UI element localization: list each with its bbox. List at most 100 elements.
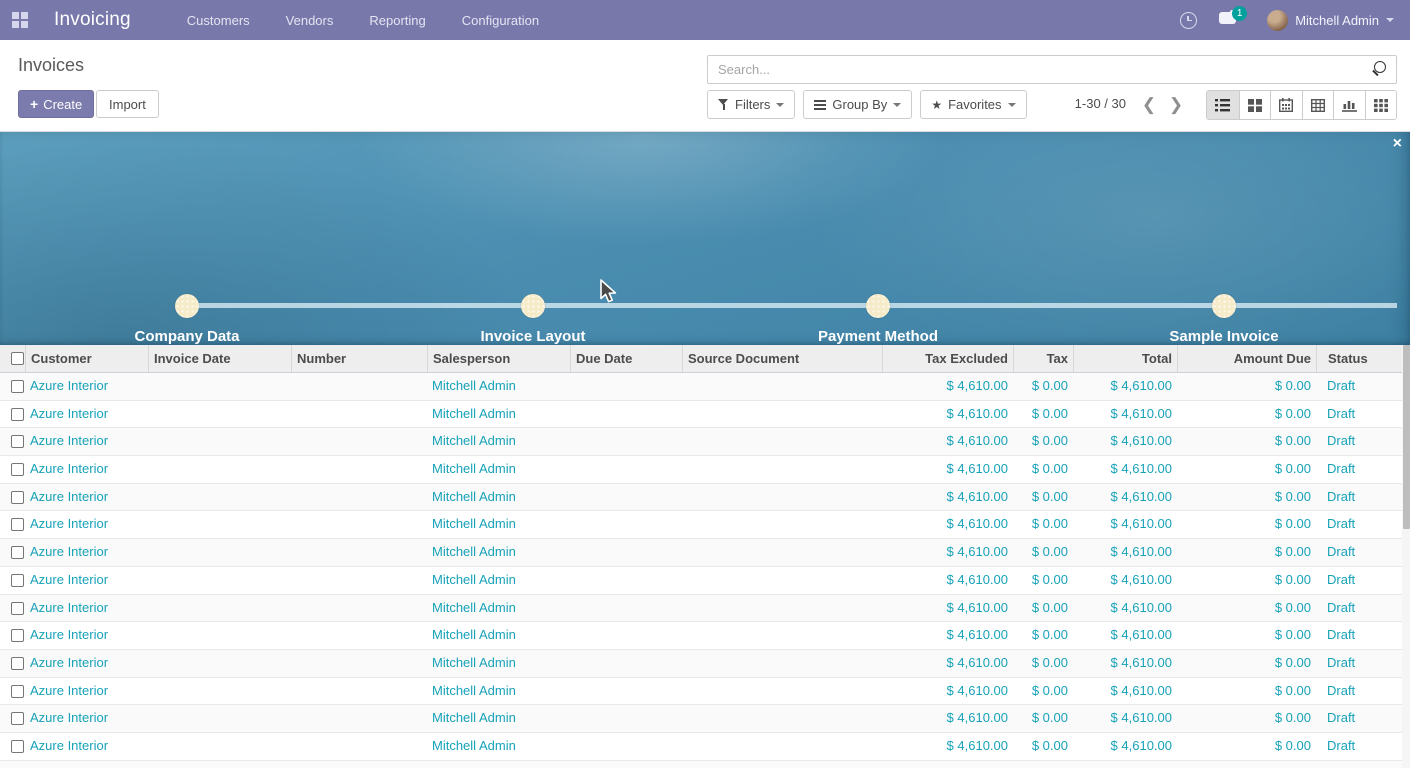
cell-invoice-date[interactable] <box>148 567 291 594</box>
cell-salesperson[interactable]: Mitchell Admin <box>432 433 516 449</box>
cell-status[interactable]: Draft <box>1327 378 1356 393</box>
cell-source-document[interactable] <box>682 484 882 511</box>
cell-amount-due[interactable]: $ 0.00 <box>1274 488 1311 504</box>
cell-salesperson[interactable]: Mitchell Admin <box>432 654 516 670</box>
cell-salesperson[interactable]: Mitchell Admin <box>432 599 516 615</box>
cell-tax[interactable]: $ 0.00 <box>1013 761 1073 768</box>
cell-source-document[interactable] <box>682 567 882 594</box>
cell-total[interactable]: $ 4,610.00 <box>1110 544 1172 560</box>
cell-status[interactable]: Draft <box>1327 737 1356 753</box>
column-header-customer[interactable]: Customer <box>25 345 148 372</box>
cell-due-date[interactable] <box>570 373 682 400</box>
cell-source-document[interactable] <box>682 678 882 705</box>
cell-due-date[interactable] <box>570 428 682 455</box>
cell-tax[interactable]: $ 0.00 <box>1031 433 1068 449</box>
cell-tax[interactable]: $ 0.00 <box>1031 516 1068 532</box>
cell-tax[interactable]: $ 0.00 <box>1031 544 1068 560</box>
cell-status[interactable]: Draft <box>1316 761 1402 768</box>
cell-source-document[interactable] <box>682 456 882 483</box>
apps-menu-icon[interactable] <box>0 0 40 40</box>
table-row[interactable]: Azure Interior Mitchell Admin $ 4,610.00… <box>0 760 1402 768</box>
import-button[interactable]: Import <box>96 90 159 118</box>
column-header-amount-due[interactable]: Amount Due <box>1177 345 1316 372</box>
column-header-total[interactable]: Total <box>1073 345 1177 372</box>
cell-amount-due[interactable]: $ 0.00 <box>1177 761 1316 768</box>
scrollbar-thumb[interactable] <box>1402 345 1410 529</box>
menu-reporting[interactable]: Reporting <box>369 12 426 28</box>
row-checkbox[interactable] <box>11 490 24 504</box>
column-header-number[interactable]: Number <box>291 345 427 372</box>
cell-source-document[interactable] <box>682 428 882 455</box>
cell-amount-due[interactable]: $ 0.00 <box>1274 461 1311 477</box>
cell-customer[interactable]: Azure Interior <box>30 682 109 698</box>
cell-invoice-date[interactable] <box>148 373 291 400</box>
cell-tax[interactable]: $ 0.00 <box>1031 654 1068 670</box>
cell-customer[interactable]: Azure Interior <box>30 461 109 477</box>
cell-total[interactable]: $ 4,610.00 <box>1110 654 1172 670</box>
cell-salesperson[interactable]: Mitchell Admin <box>432 544 516 560</box>
cell-total[interactable]: $ 4,610.00 <box>1110 627 1172 643</box>
column-header-status[interactable]: Status <box>1316 345 1402 372</box>
cell-invoice-date[interactable] <box>148 456 291 483</box>
cell-amount-due[interactable]: $ 0.00 <box>1274 654 1311 670</box>
cell-number[interactable] <box>291 705 427 732</box>
cell-source-document[interactable] <box>682 595 882 622</box>
cell-source-document[interactable] <box>682 401 882 428</box>
scrollbar-track[interactable] <box>1402 345 1410 768</box>
cell-invoice-date[interactable] <box>148 511 291 538</box>
cell-number[interactable] <box>291 595 427 622</box>
cell-total[interactable]: $ 4,610.00 <box>1110 488 1172 504</box>
pager-previous-button[interactable]: ❮ <box>1141 94 1157 114</box>
cell-due-date[interactable] <box>570 484 682 511</box>
cell-total[interactable]: $ 4,610.00 <box>1110 599 1172 615</box>
row-checkbox[interactable] <box>11 435 24 449</box>
graph-view-button[interactable] <box>1333 91 1365 119</box>
cell-source-document[interactable] <box>682 705 882 732</box>
cell-amount-due[interactable]: $ 0.00 <box>1274 737 1311 753</box>
cell-number[interactable] <box>291 567 427 594</box>
table-row[interactable]: Azure Interior Mitchell Admin $ 4,610.00… <box>0 566 1402 595</box>
cell-invoice-date[interactable] <box>148 595 291 622</box>
table-row[interactable]: Azure Interior Mitchell Admin $ 4,610.00… <box>0 373 1402 401</box>
cell-due-date[interactable] <box>570 539 682 566</box>
cell-tax-excluded[interactable]: $ 4,610.00 <box>946 405 1008 421</box>
cell-tax-excluded[interactable]: $ 4,610.00 <box>946 682 1008 698</box>
cell-status[interactable]: Draft <box>1327 405 1356 421</box>
table-row[interactable]: Azure Interior Mitchell Admin $ 4,610.00… <box>0 622 1402 650</box>
cell-amount-due[interactable]: $ 0.00 <box>1274 544 1311 560</box>
cell-customer[interactable]: Azure Interior <box>30 571 109 587</box>
cell-due-date[interactable] <box>570 511 682 538</box>
table-row[interactable]: Azure Interior Mitchell Admin $ 4,610.00… <box>0 456 1402 484</box>
cell-invoice-date[interactable] <box>148 622 291 649</box>
cell-salesperson[interactable]: Mitchell Admin <box>432 378 516 393</box>
cell-customer[interactable]: Azure Interior <box>30 737 109 753</box>
cell-number[interactable] <box>291 373 427 400</box>
cell-salesperson[interactable]: Mitchell Admin <box>432 405 516 421</box>
create-button[interactable]: + Create <box>18 90 95 118</box>
cell-due-date[interactable] <box>570 622 682 649</box>
cell-total[interactable]: $ 4,610.00 <box>1110 378 1172 393</box>
cell-status[interactable]: Draft <box>1327 433 1356 449</box>
cell-invoice-date[interactable] <box>148 761 291 768</box>
row-checkbox[interactable] <box>11 518 24 532</box>
table-row[interactable]: Azure Interior Mitchell Admin $ 4,610.00… <box>0 732 1402 761</box>
group-by-button[interactable]: Group By <box>803 90 913 119</box>
cell-amount-due[interactable]: $ 0.00 <box>1274 405 1311 421</box>
menu-vendors[interactable]: Vendors <box>285 12 334 28</box>
cell-tax[interactable]: $ 0.00 <box>1031 461 1068 477</box>
cell-number[interactable] <box>291 761 427 768</box>
search-input[interactable] <box>708 62 1368 77</box>
row-checkbox[interactable] <box>11 629 24 643</box>
favorites-button[interactable]: ★ Favorites <box>920 90 1027 119</box>
cell-status[interactable]: Draft <box>1327 516 1356 532</box>
cell-total[interactable]: $ 4,610.00 <box>1110 433 1172 449</box>
cell-status[interactable]: Draft <box>1327 682 1356 698</box>
cell-tax[interactable]: $ 0.00 <box>1031 405 1068 421</box>
cell-invoice-date[interactable] <box>148 705 291 732</box>
cell-total[interactable]: $ 4,610.00 <box>1110 571 1172 587</box>
cell-invoice-date[interactable] <box>148 428 291 455</box>
cell-number[interactable] <box>291 456 427 483</box>
row-checkbox[interactable] <box>11 546 24 560</box>
menu-customers[interactable]: Customers <box>186 12 250 28</box>
cell-invoice-date[interactable] <box>148 678 291 705</box>
